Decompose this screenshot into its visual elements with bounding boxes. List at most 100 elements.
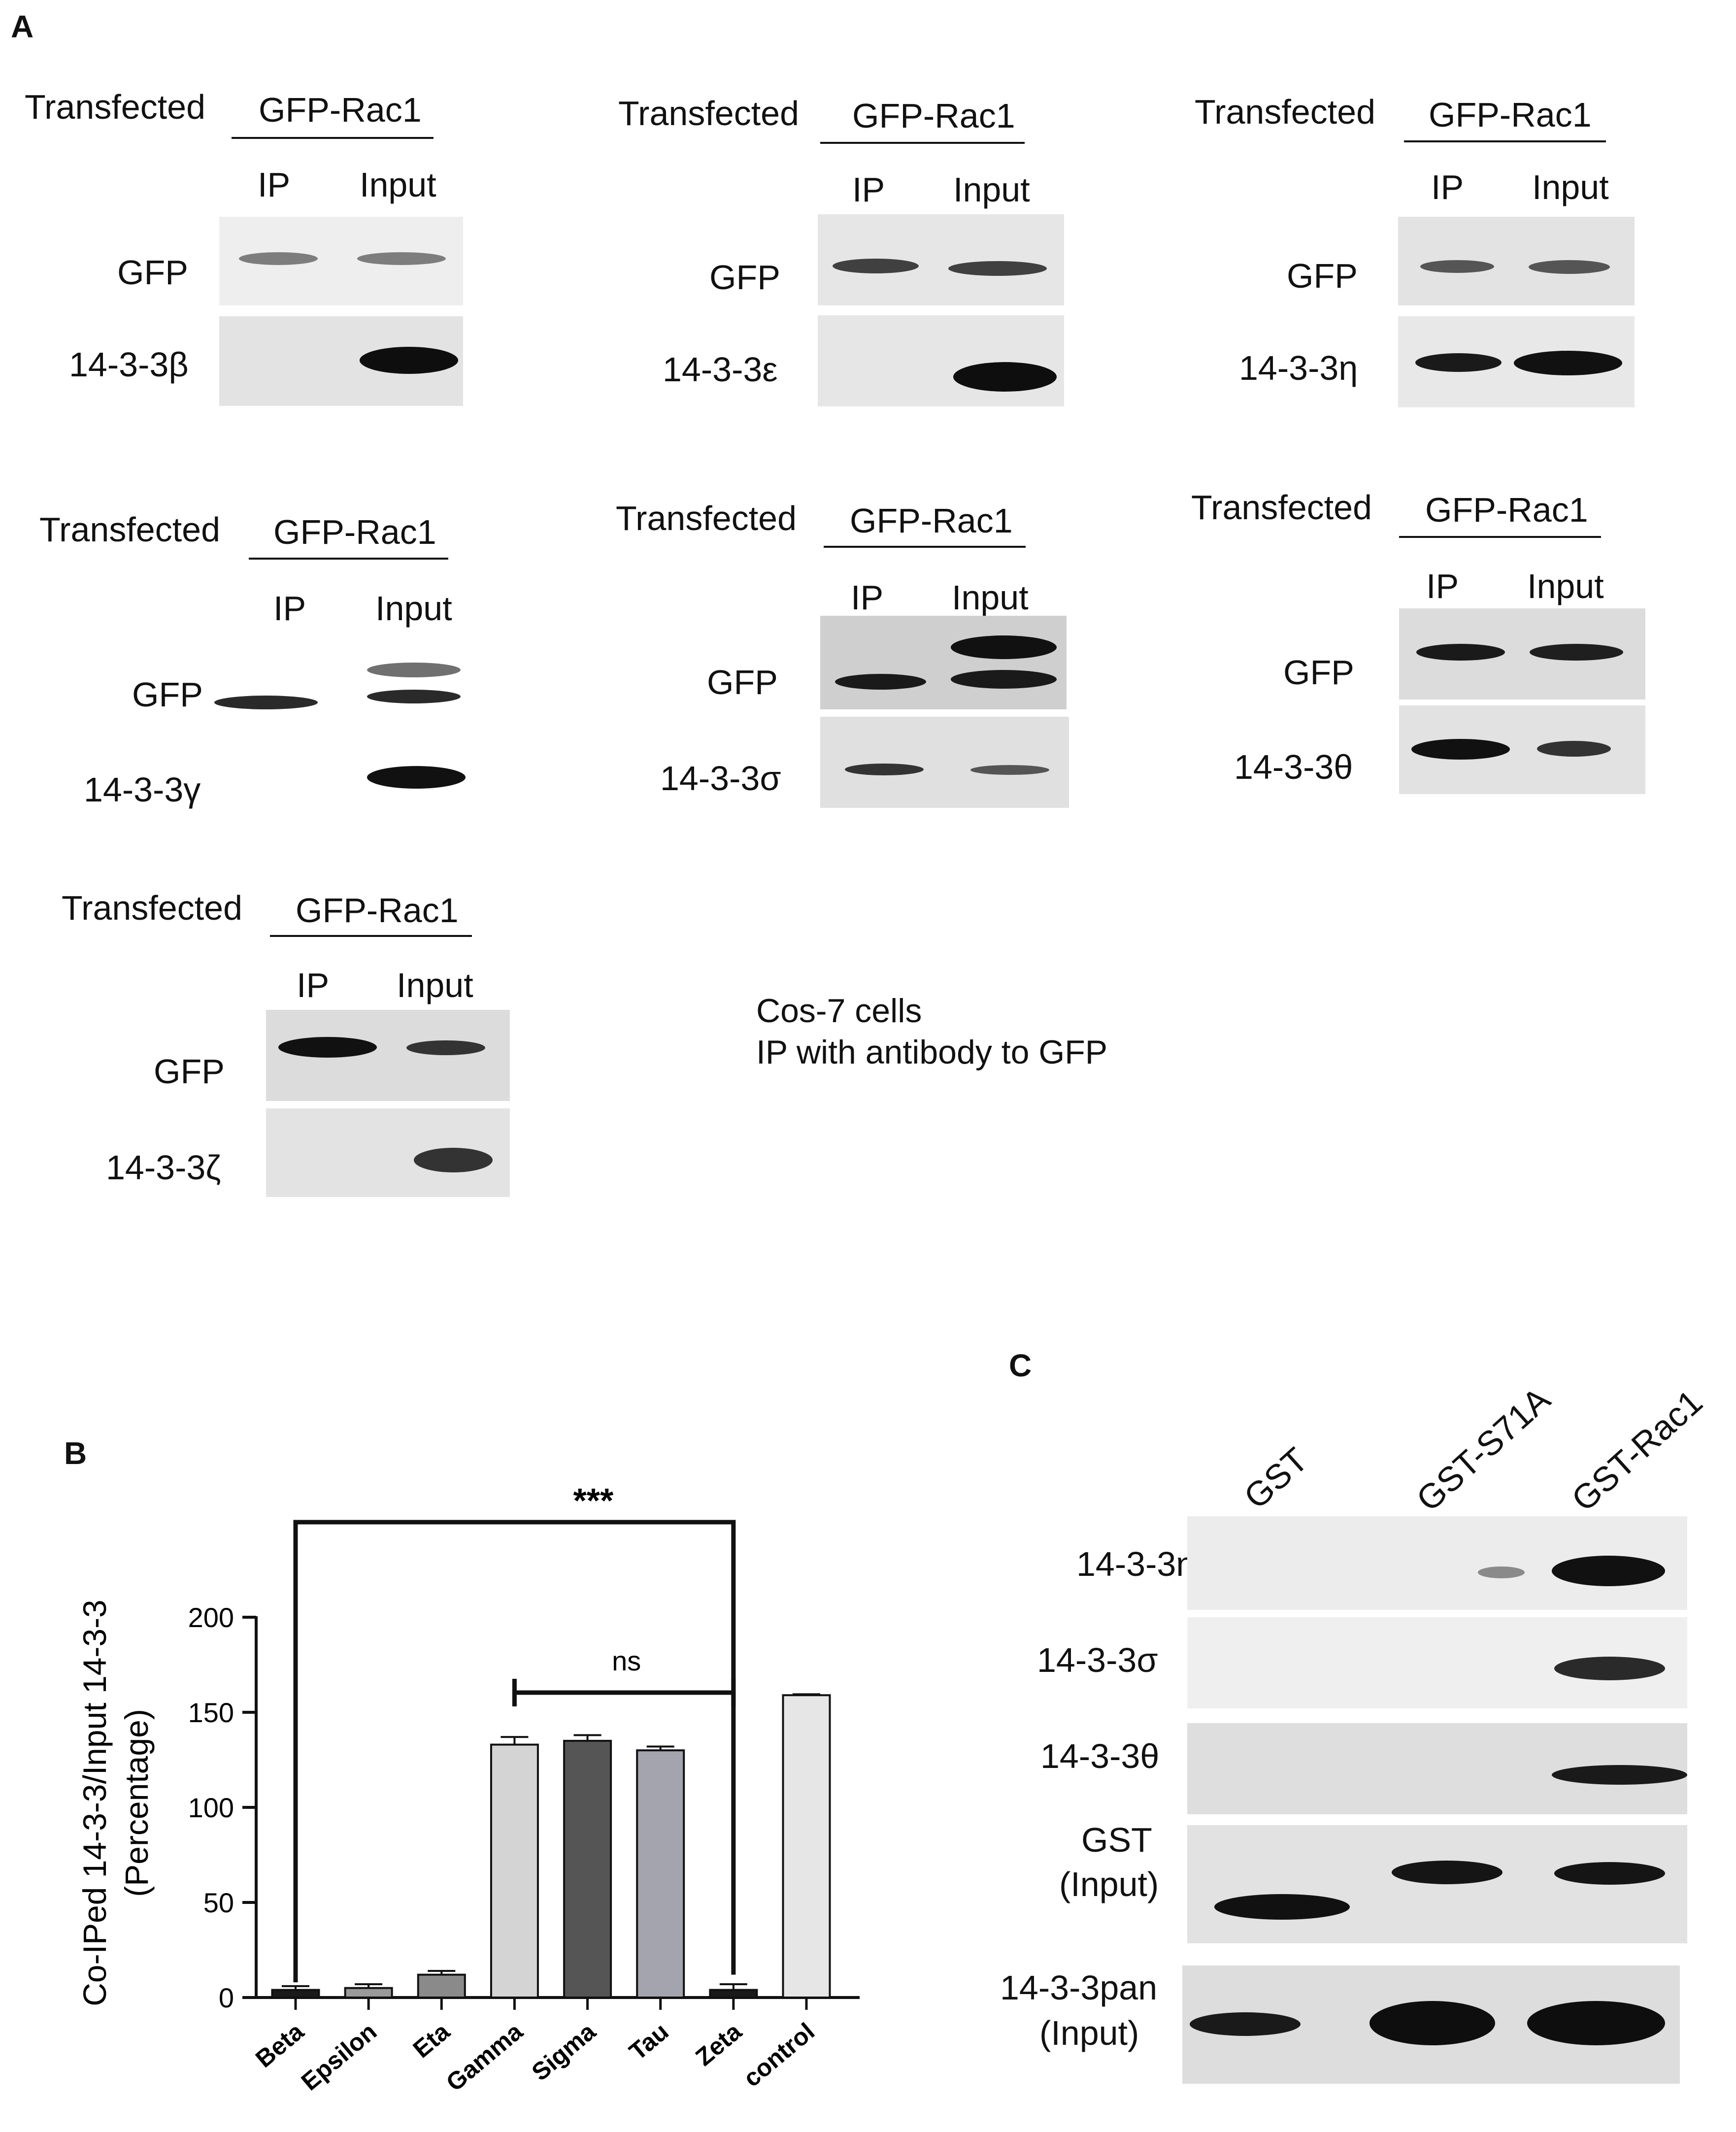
row-1433-label: 14-3-3η bbox=[1239, 349, 1358, 387]
blot-strip-1433 bbox=[818, 315, 1064, 406]
row-label-theta: 14-3-3θ bbox=[1040, 1737, 1160, 1775]
bar-epsilon bbox=[344, 1987, 393, 1999]
construct-underline bbox=[1399, 536, 1601, 538]
row-label-pan-input: (Input) bbox=[1039, 2014, 1139, 2052]
pulldown-strip-gst bbox=[1187, 1825, 1687, 1943]
band bbox=[1416, 644, 1505, 661]
blot-strip-gfp bbox=[820, 616, 1067, 709]
row-1433-label: 14-3-3θ bbox=[1234, 748, 1353, 786]
pulldown-strip-pan bbox=[1182, 1965, 1680, 2084]
lane-input-label: Input bbox=[953, 170, 1030, 209]
lane-ip-label: IP bbox=[1431, 168, 1464, 206]
construct-label: GFP-Rac1 bbox=[852, 97, 1015, 135]
blot-strip-gfp bbox=[266, 1010, 510, 1101]
construct-underline bbox=[820, 142, 1025, 144]
lane-input-label: Input bbox=[397, 966, 473, 1004]
band bbox=[1527, 2001, 1665, 2045]
pulldown-strip-sigma bbox=[1187, 1617, 1687, 1708]
transfected-label: Transfected bbox=[618, 94, 800, 133]
x-category-label: Epsilon bbox=[296, 2018, 382, 2096]
y-tick-label: 150 bbox=[188, 1697, 234, 1728]
lane-input-label: Input bbox=[375, 589, 452, 628]
panel-c-letter: C bbox=[1009, 1348, 1032, 1383]
blot-strip-gfp bbox=[818, 214, 1064, 305]
construct-underline bbox=[249, 558, 448, 560]
significance-label-ns: ns bbox=[612, 1645, 641, 1676]
bar-beta bbox=[271, 1989, 320, 1999]
band bbox=[1554, 1862, 1665, 1885]
blot-strip-1433 bbox=[820, 717, 1069, 808]
band bbox=[948, 261, 1047, 276]
bar-gamma bbox=[490, 1743, 539, 1999]
blot-strip-gfp bbox=[1398, 217, 1635, 305]
row-label-pan: 14-3-3pan bbox=[1000, 1968, 1158, 2007]
row-1433-label: 14-3-3γ bbox=[84, 770, 201, 809]
construct-label: GFP-Rac1 bbox=[273, 513, 436, 551]
row-1433-label: 14-3-3ε bbox=[663, 350, 778, 389]
pulldown-strip-eta bbox=[1187, 1516, 1687, 1610]
blot-strip-gfp bbox=[214, 640, 490, 724]
band bbox=[1392, 1861, 1502, 1884]
x-category-label: Sigma bbox=[527, 2017, 601, 2086]
bar-tau bbox=[636, 1749, 685, 1999]
band bbox=[1530, 644, 1623, 661]
lane-ip-label: IP bbox=[297, 966, 330, 1004]
transfected-label: Transfected bbox=[25, 88, 206, 126]
x-category-label: Tau bbox=[624, 2018, 674, 2066]
band bbox=[414, 1148, 493, 1172]
bar-eta bbox=[417, 1973, 466, 1999]
band bbox=[833, 259, 919, 273]
bar-sigma bbox=[563, 1739, 612, 1999]
band bbox=[953, 362, 1057, 392]
panel-b-letter: B bbox=[64, 1435, 87, 1471]
construct-label: GFP-Rac1 bbox=[259, 91, 422, 129]
row-gfp-label: GFP bbox=[1283, 653, 1354, 692]
lane-input-label: Input bbox=[360, 166, 436, 204]
x-category-label: control bbox=[738, 2018, 820, 2093]
y-tick-label: 100 bbox=[188, 1792, 234, 1823]
blot-strip-1433 bbox=[219, 316, 463, 406]
row-gfp-label: GFP bbox=[1287, 257, 1358, 295]
row-label-sigma: 14-3-3σ bbox=[1037, 1641, 1158, 1679]
row-gfp-label: GFP bbox=[117, 253, 188, 292]
band bbox=[1537, 741, 1611, 757]
construct-label: GFP-Rac1 bbox=[850, 501, 1013, 540]
blot-strip-1433 bbox=[1399, 705, 1645, 794]
row-label-gst: GST bbox=[1081, 1821, 1152, 1859]
row-1433-label: 14-3-3β bbox=[69, 345, 189, 384]
y-axis-title-line2: (Percentage) bbox=[118, 1709, 155, 1897]
band bbox=[951, 670, 1057, 689]
y-axis-title: Co-IPed 14-3-3/Input 14-3-3 bbox=[76, 1599, 113, 2006]
band bbox=[367, 663, 461, 677]
row-label-gst-input: (Input) bbox=[1059, 1865, 1159, 1903]
construct-underline bbox=[270, 935, 472, 937]
band bbox=[1415, 353, 1502, 372]
lane-label-gst-s71a: GST-S71A bbox=[1409, 1380, 1558, 1519]
x-category-label: Beta bbox=[250, 2017, 309, 2073]
transfected-label: Transfected bbox=[39, 510, 221, 549]
panel-a-letter: A bbox=[11, 9, 34, 44]
transfected-label: Transfected bbox=[62, 889, 243, 927]
band bbox=[1529, 260, 1610, 274]
blot-strip-gfp bbox=[1399, 608, 1645, 700]
y-tick-label: 0 bbox=[219, 1982, 234, 2013]
band bbox=[1369, 2001, 1495, 2045]
band bbox=[1214, 1894, 1350, 1920]
y-tick-label: 200 bbox=[188, 1602, 234, 1633]
band bbox=[970, 765, 1049, 775]
construct-underline bbox=[1404, 140, 1606, 142]
construct-underline bbox=[232, 137, 434, 139]
row-gfp-label: GFP bbox=[707, 663, 778, 701]
construct-label: GFP-Rac1 bbox=[296, 891, 459, 930]
band bbox=[1478, 1566, 1525, 1578]
construct-label: GFP-Rac1 bbox=[1425, 491, 1588, 529]
band bbox=[1190, 2012, 1301, 2036]
lane-ip-label: IP bbox=[273, 589, 306, 628]
band bbox=[835, 674, 926, 690]
blot-strip-1433 bbox=[214, 739, 490, 813]
band bbox=[1554, 1657, 1665, 1680]
lane-ip-label: IP bbox=[852, 170, 885, 209]
row-1433-label: 14-3-3ζ bbox=[106, 1148, 221, 1187]
construct-label: GFP-Rac1 bbox=[1429, 96, 1592, 134]
band bbox=[1552, 1556, 1665, 1586]
